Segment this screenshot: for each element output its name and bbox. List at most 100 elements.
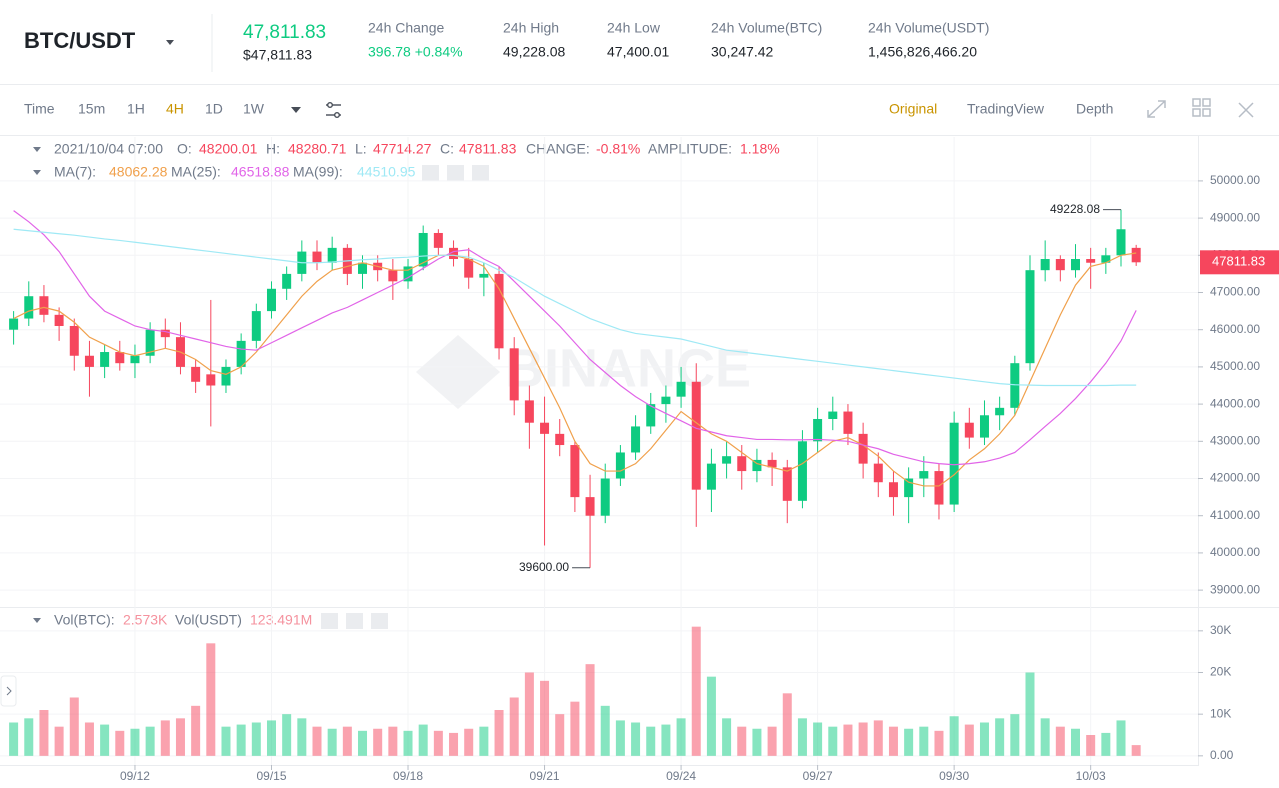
- y-tick-label: 45000.00: [1210, 359, 1260, 373]
- candle-body: [858, 433, 868, 464]
- candle-body: [206, 374, 216, 386]
- volume-bar: [9, 722, 19, 756]
- volume-bar: [964, 724, 974, 756]
- symbol[interactable]: BTC/USDT: [24, 28, 136, 53]
- candle-body: [145, 329, 155, 356]
- interval[interactable]: 4H: [166, 101, 184, 117]
- x-tick-label: 09/30: [939, 769, 969, 783]
- volume-bar: [373, 728, 383, 756]
- volume-bar: [1055, 726, 1065, 756]
- interval[interactable]: 1H: [127, 101, 145, 117]
- volume-bar: [342, 726, 352, 756]
- info-value: 48280.71: [288, 141, 347, 157]
- volume-bar: [706, 676, 716, 756]
- side-toggle[interactable]: [0, 675, 17, 707]
- volume-bar: [631, 722, 641, 756]
- candle-body: [1116, 229, 1126, 256]
- candle-body: [934, 471, 944, 505]
- volume-bar: [297, 718, 307, 756]
- volume-bar: [494, 710, 504, 756]
- layout-icon[interactable]: [1192, 98, 1211, 117]
- volume-bar: [266, 720, 276, 756]
- vol-tools[interactable]: [321, 613, 388, 629]
- candle-body: [84, 355, 94, 367]
- volume-bar: [676, 718, 686, 756]
- volume-bar: [555, 714, 565, 756]
- volume-bar: [39, 710, 49, 756]
- candle-body: [327, 247, 337, 263]
- candle-body: [1055, 259, 1065, 271]
- stat-value: 30,247.42: [711, 44, 773, 60]
- candle-body: [888, 482, 898, 498]
- candle-body: [54, 314, 64, 326]
- candle-body: [464, 259, 474, 278]
- candle-body: [919, 471, 929, 479]
- candle-body: [615, 452, 625, 479]
- settings-icon[interactable]: [326, 101, 341, 118]
- y-tick-label: 50000.00: [1210, 173, 1260, 187]
- info-time: 2021/10/04 07:00: [54, 141, 163, 157]
- view-tab[interactable]: TradingView: [967, 101, 1045, 117]
- ma-line: [13, 228, 1137, 387]
- y-tick-label: 41000.00: [1210, 508, 1260, 522]
- price-badge: [1200, 250, 1279, 275]
- volume-bar: [828, 726, 838, 756]
- candle-body: [904, 478, 914, 498]
- candle-body: [691, 381, 701, 490]
- volume-bar: [358, 730, 368, 756]
- volume-bar: [206, 643, 216, 756]
- stat-value: 49,228.08: [503, 44, 565, 60]
- candle-body: [236, 340, 246, 367]
- candle-body: [722, 456, 732, 464]
- volume-bar: [160, 720, 170, 756]
- volume-bar: [433, 730, 443, 756]
- interval[interactable]: Time: [24, 101, 55, 117]
- collapse-arrow[interactable]: [33, 170, 41, 175]
- fullscreen-icon[interactable]: [1147, 100, 1166, 118]
- volume-bar: [464, 728, 474, 756]
- interval[interactable]: 1W: [243, 101, 265, 117]
- volume-bar: [1086, 735, 1096, 756]
- candle-body: [388, 270, 398, 282]
- candle-body: [540, 422, 550, 434]
- volume-bar: [84, 722, 94, 756]
- interval[interactable]: 15m: [78, 101, 105, 117]
- volume-bar: [646, 726, 656, 756]
- view-tab[interactable]: Original: [889, 101, 937, 117]
- ma-tools[interactable]: [422, 165, 489, 181]
- volume-bar: [1131, 745, 1141, 756]
- info-value: 48200.01: [199, 141, 258, 157]
- collapse-arrow[interactable]: [33, 618, 41, 623]
- symbol-dropdown[interactable]: [166, 40, 174, 45]
- candle-body: [1086, 259, 1096, 263]
- candle-body: [69, 325, 79, 356]
- collapse-arrow[interactable]: [33, 147, 41, 152]
- volume-bar: [1116, 720, 1126, 756]
- candle-body: [797, 441, 807, 501]
- candle-body: [100, 352, 110, 367]
- candle-body: [524, 400, 534, 423]
- volume-bar: [585, 664, 595, 756]
- volume-bar: [509, 697, 519, 756]
- volume-bar: [615, 720, 625, 756]
- info-label: L:: [355, 141, 367, 157]
- watermark-text: BINANCE: [505, 338, 751, 398]
- interval[interactable]: 1D: [205, 101, 223, 117]
- info-label: H:: [266, 141, 280, 157]
- candle-body: [873, 463, 883, 483]
- candle-body: [221, 366, 231, 386]
- volume-bar: [949, 716, 959, 756]
- side-toggle-arrow[interactable]: [6, 686, 12, 696]
- close-icon[interactable]: [1238, 102, 1254, 118]
- volume-bar: [661, 724, 671, 756]
- candle-body: [676, 381, 686, 397]
- view-tab[interactable]: Depth: [1076, 101, 1113, 117]
- candle-body: [449, 247, 459, 260]
- volume-bar: [737, 726, 747, 756]
- candle-body: [737, 456, 747, 472]
- volume-bar: [934, 730, 944, 756]
- interval-dropdown[interactable]: [291, 107, 301, 113]
- ma-legend-value: 44510.95: [357, 164, 416, 180]
- candle-body: [949, 422, 959, 505]
